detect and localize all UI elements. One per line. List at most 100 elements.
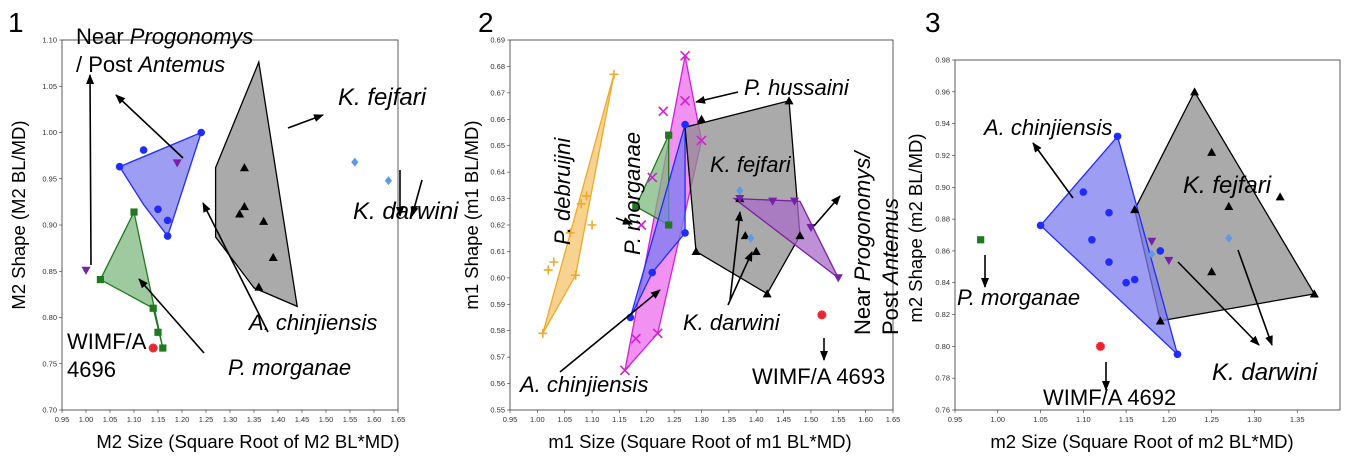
x-tick-label: 1.35: [722, 415, 737, 424]
y-tick-label: 0.62: [490, 221, 505, 230]
annotation-arrow: [729, 211, 743, 301]
point-s0-3: [1275, 192, 1285, 201]
annotation-text: WIMF/A 4692: [1043, 385, 1176, 410]
annotation-label-w: WIMF/A 4692: [1043, 385, 1176, 410]
y-tick-label: 0.67: [490, 88, 505, 97]
annotation-label-ac: A. chinjiensis: [518, 372, 648, 397]
point-s2-4: [268, 252, 278, 261]
x-tick-label: 0.95: [55, 415, 70, 424]
annotation-arrow: [1177, 261, 1260, 346]
annotation-layer: Near Progonomys / Post Antemus K. fejfari K…: [67, 24, 1318, 410]
annotations-panel-3: A. chinjiensis K. fejfari P. morganae K. da…: [957, 115, 1318, 410]
y-tick-label: 0.56: [490, 379, 505, 388]
x-tick-label: 1.25: [199, 415, 214, 424]
x-tick-label: 1.40: [271, 415, 286, 424]
point-s5-1: [768, 197, 778, 206]
x-tick-label: 1.55: [343, 415, 358, 424]
x-tick-label: 1.00: [79, 415, 94, 424]
panel-label: 3: [925, 7, 941, 38]
x-tick-label: 1.40: [749, 415, 764, 424]
annotation-arrow: [138, 278, 205, 354]
x-tick-label: 1.55: [831, 415, 846, 424]
point-s3-0: [81, 266, 91, 275]
point-s4-0: [351, 157, 359, 167]
x-tick-label: 1.05: [557, 415, 572, 424]
x-tick-label: 1.25: [667, 415, 682, 424]
point-s4-4: [751, 246, 761, 256]
annotation-text: WIMF/A: [67, 329, 147, 354]
point-s0-2: [1224, 201, 1234, 210]
point-s4-0: [784, 96, 794, 105]
annotation-label-kf: K. fejfari: [710, 152, 792, 177]
annotation-arrow: [287, 114, 324, 129]
point-s2-0: [1147, 237, 1157, 246]
point-s0-5: [1207, 267, 1217, 276]
x-tick-label: 0.95: [503, 415, 518, 424]
annotation-label-near-a: Near Progonomys: [76, 24, 253, 49]
x-tick-label: 1.20: [1162, 415, 1177, 424]
x-tick-label: 1.50: [804, 415, 819, 424]
point-s0-0: [538, 328, 548, 338]
point-s0-3: [565, 228, 575, 238]
point-s0-3: [163, 232, 172, 240]
annotation-text: P. hussaini: [744, 75, 850, 100]
hull-5: [732, 197, 839, 279]
point-s0-7: [587, 220, 597, 230]
annotation-label-kd: K. darwini: [1212, 359, 1318, 386]
annotation-label-near-b: Post Antemus: [878, 198, 903, 335]
annotation-text: K. darwini: [1212, 359, 1318, 386]
x-tick-label: 1.30: [1247, 415, 1262, 424]
point-s5-0: [148, 343, 158, 353]
y-tick-label: 0.95: [42, 174, 57, 183]
y-tick-label: 1.05: [42, 82, 57, 91]
y-axis-label: m1 Shape (m1 BL/MD): [461, 120, 482, 309]
x-tick-label: 1.00: [530, 415, 545, 424]
y-tick-label: 0.58: [490, 326, 505, 335]
point-s1-7: [1130, 275, 1139, 284]
x-tick-label: 1.65: [886, 415, 901, 424]
point-s1-0: [1036, 221, 1045, 230]
annotation-label-kd: K. darwini: [353, 198, 459, 225]
point-s1-2: [1113, 132, 1122, 141]
x-tick-label: 1.60: [367, 415, 382, 424]
y-tick-label: 1.10: [42, 36, 57, 45]
annotation-label-ac: A. chinjiensis: [982, 115, 1112, 140]
annotation-arrow: [813, 195, 841, 227]
annotation-label-kf: K. fejfari: [338, 84, 427, 111]
annotation-text: Near: [850, 281, 875, 335]
annotation-arrow: [202, 202, 269, 333]
annotation-label-pm: P. morganae: [957, 285, 1080, 310]
y-tick-label: 0.63: [490, 194, 505, 203]
annotation-label-ac: A. chinjiensis: [247, 310, 377, 335]
annotation-arrow: [559, 289, 661, 373]
annotation-label-near-b: / Post Antemus: [76, 52, 225, 77]
annotation-arrow: [410, 179, 423, 217]
y-tick-label: 0.80: [935, 342, 950, 351]
point-s1-6: [680, 95, 691, 106]
x-tick-label: 1.45: [295, 415, 310, 424]
point-s1-8: [652, 328, 663, 339]
annotation-text: K. darwini: [353, 198, 459, 225]
point-s1-2: [149, 304, 157, 312]
point-s0-0: [115, 162, 124, 171]
y-tick-label: 0.69: [490, 36, 505, 45]
point-s4-5: [691, 246, 701, 256]
point-s0-2: [549, 257, 559, 267]
point-s1-1: [630, 333, 641, 344]
point-s1-3: [154, 328, 162, 336]
point-s3-2: [681, 229, 689, 237]
point-s1-5: [1105, 258, 1113, 266]
y-tick-label: 0.76: [935, 406, 950, 415]
point-s1-9: [1173, 350, 1182, 359]
y-tick-label: 0.82: [935, 310, 950, 319]
annotation-text: P. morganae: [620, 132, 645, 255]
x-tick-label: 1.00: [990, 415, 1005, 424]
annotation-arrow: [615, 217, 633, 225]
point-s0-1: [543, 265, 553, 275]
point-s0-5: [576, 199, 586, 209]
x-tick-label: 1.20: [639, 415, 654, 424]
point-s1-8: [1156, 247, 1165, 255]
x-tick-label: 1.35: [1290, 415, 1305, 424]
point-s1-5: [680, 50, 691, 61]
y-tick-label: 0.80: [42, 313, 57, 322]
